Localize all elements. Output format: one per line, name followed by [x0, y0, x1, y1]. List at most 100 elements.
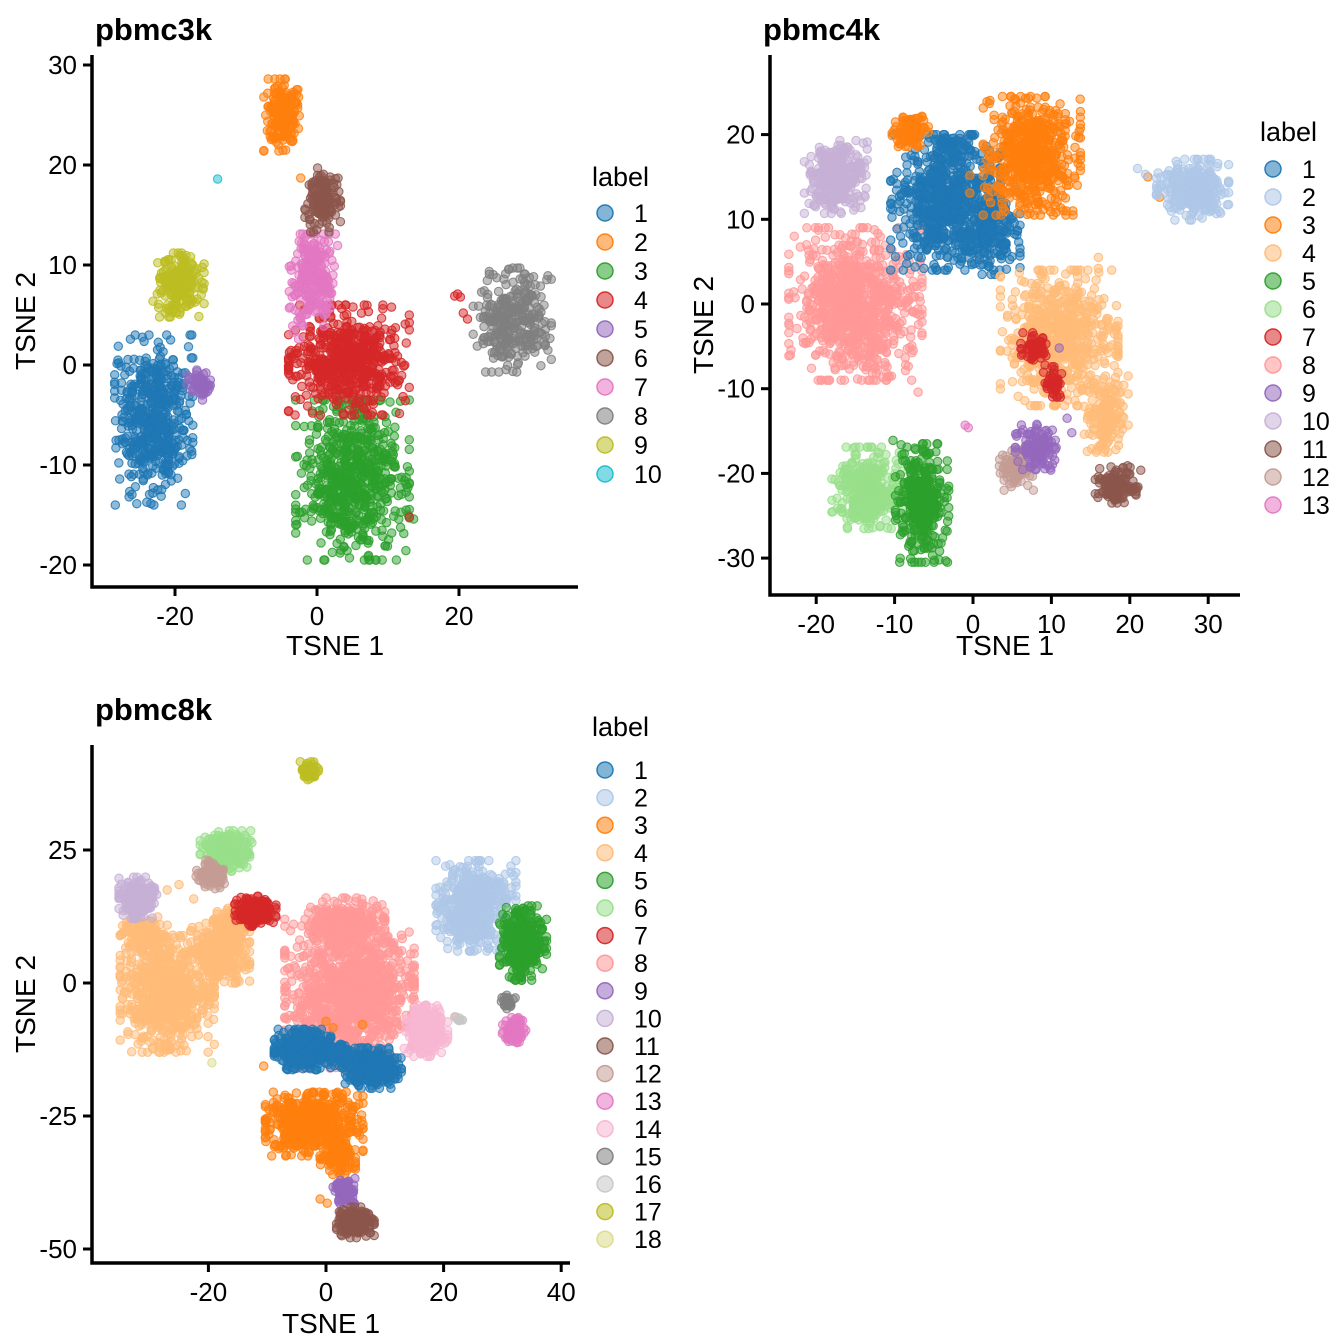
pbmc4k-legend-item-12: 12: [1264, 464, 1330, 492]
pbmc4k-legend-label-1: 1: [1302, 156, 1316, 184]
pbmc4k-legend-item-10: 10: [1264, 408, 1330, 436]
pbmc8k-cluster-14: [399, 1000, 453, 1062]
svg-text:20: 20: [726, 120, 755, 150]
pbmc3k-legend-marker-4: [596, 291, 614, 309]
pbmc8k-cluster-8: [280, 893, 461, 1073]
pbmc4k-panel: -20 -10 0 10 20 3020100-10-20-30label12345678…: [717, 55, 1330, 639]
pbmc8k-cluster-18: [207, 1058, 217, 1068]
pbmc4k-legend-item-1: 1: [1264, 156, 1316, 184]
pbmc3k-axes: [90, 55, 578, 589]
pbmc4k-legend-label-3: 3: [1302, 212, 1316, 240]
pbmc8k-legend-label-1: 1: [634, 757, 648, 785]
pbmc8k-legend-label-15: 15: [634, 1143, 662, 1171]
pbmc8k-cluster-4: [115, 879, 258, 1057]
svg-text:-20: -20: [797, 609, 835, 639]
pbmc8k-cluster-10: [114, 872, 162, 924]
pbmc8k-legend-marker-7: [596, 926, 614, 945]
pbmc8k-legend-label-11: 11: [634, 1033, 660, 1061]
pbmc4k-legend-item-7: 7: [1264, 324, 1316, 352]
pbmc3k-cluster-9: [148, 248, 209, 322]
pbmc8k-legend-marker-12: [596, 1064, 614, 1083]
pbmc8k-cluster-3: [258, 1016, 368, 1208]
pbmc8k-legend-label-12: 12: [634, 1061, 662, 1089]
pbmc4k-legend-marker-6: [1264, 300, 1282, 318]
pbmc8k-legend-label-5: 5: [634, 867, 648, 895]
pbmc3k-y-axis-label: TSNE 2: [10, 271, 41, 371]
pbmc4k-legend-item-5: 5: [1264, 268, 1316, 296]
pbmc3k-cluster-3: [290, 395, 419, 565]
pbmc3k-x-axis-label: TSNE 1: [285, 630, 385, 661]
pbmc4k-legend-title: label: [1260, 117, 1317, 147]
pbmc3k-legend-marker-2: [596, 233, 614, 251]
pbmc4k-y-axis-label: TSNE 2: [688, 275, 719, 375]
pbmc4k-cluster-7: [1016, 328, 1067, 402]
svg-text:10: 10: [48, 250, 77, 280]
pbmc8k-legend-item-2: 2: [596, 785, 648, 813]
pbmc8k-legend-title: label: [592, 712, 649, 742]
pbmc8k-legend-label-13: 13: [634, 1088, 662, 1116]
pbmc3k-cluster-10: [212, 174, 223, 184]
pbmc8k-legend-item-14: 14: [596, 1116, 662, 1144]
pbmc8k-cluster-2: [431, 855, 521, 1005]
pbmc8k-legend-label-4: 4: [634, 840, 648, 868]
pbmc8k-cluster-1: [269, 1024, 407, 1094]
pbmc8k-legend-item-17: 17: [596, 1199, 662, 1227]
pbmc4k-legend-label-11: 11: [1302, 436, 1328, 464]
pbmc8k-legend-label-9: 9: [634, 978, 648, 1006]
pbmc8k-legend-marker-13: [596, 1092, 614, 1110]
svg-text:-20: -20: [39, 550, 77, 580]
svg-text:0: 0: [741, 289, 755, 319]
pbmc8k-y-axis-label: TSNE 2: [10, 954, 41, 1054]
svg-text:30: 30: [1194, 609, 1223, 639]
pbmc8k-cluster-9: [328, 1173, 360, 1209]
svg-text:-30: -30: [717, 543, 755, 573]
pbmc8k-cluster-16: [449, 1012, 468, 1026]
pbmc8k-panel: -20 0 20 40250-25-50label123456789101112131…: [39, 712, 661, 1307]
pbmc4k-legend-item-9: 9: [1264, 380, 1316, 408]
pbmc4k-legend-item-11: 11: [1264, 436, 1328, 464]
pbmc4k-legend-marker-2: [1264, 188, 1282, 206]
pbmc8k-legend-marker-6: [596, 899, 614, 917]
pbmc4k-legend-marker-8: [1264, 356, 1282, 374]
pbmc4k-cluster-5: [888, 435, 954, 568]
pbmc4k-legend-label-13: 13: [1302, 492, 1330, 520]
pbmc8k-x-axis-label: TSNE 1: [281, 1308, 381, 1339]
pbmc8k-legend-label-8: 8: [634, 950, 648, 978]
svg-text:-10: -10: [717, 374, 755, 404]
pbmc8k-legend-marker-14: [596, 1120, 614, 1138]
pbmc3k-legend-marker-5: [596, 320, 614, 338]
pbmc3k-legend-marker-10: [596, 465, 614, 483]
pbmc4k-legend-marker-4: [1264, 244, 1282, 262]
pbmc4k-cluster-3: [887, 91, 1165, 220]
svg-text:20: 20: [48, 150, 77, 180]
pbmc8k-legend-label-14: 14: [634, 1116, 662, 1144]
pbmc3k-legend-item-6: 6: [596, 345, 648, 373]
pbmc3k-legend-marker-3: [596, 262, 614, 280]
pbmc3k-legend-label-2: 2: [634, 229, 648, 257]
pbmc3k-legend-item-8: 8: [596, 403, 648, 431]
pbmc8k-legend-marker-1: [596, 761, 614, 779]
pbmc8k-cluster-11: [331, 1202, 379, 1243]
pbmc3k-legend-label-9: 9: [634, 432, 648, 460]
pbmc4k-legend-item-3: 3: [1264, 212, 1316, 240]
pbmc4k-legend-item-13: 13: [1264, 492, 1330, 520]
pbmc3k-legend-marker-8: [596, 407, 614, 425]
pbmc4k-legend-label-4: 4: [1302, 240, 1316, 268]
pbmc8k-legend-marker-15: [596, 1147, 614, 1166]
svg-text:0: 0: [63, 350, 77, 380]
pbmc3k-legend-item-5: 5: [596, 316, 648, 344]
svg-text:-10: -10: [39, 450, 77, 480]
pbmc4k-legend-marker-7: [1264, 328, 1282, 346]
pbmc4k-legend-marker-5: [1264, 272, 1282, 290]
pbmc3k-cluster-6: [300, 163, 346, 237]
pbmc4k-cluster-10: [799, 135, 872, 219]
pbmc4k-legend-item-4: 4: [1264, 240, 1316, 268]
svg-text:0: 0: [310, 601, 324, 631]
pbmc4k-cluster-13: [960, 420, 974, 433]
pbmc3k-cluster-8: [468, 263, 557, 377]
pbmc8k-legend-label-6: 6: [634, 895, 648, 923]
